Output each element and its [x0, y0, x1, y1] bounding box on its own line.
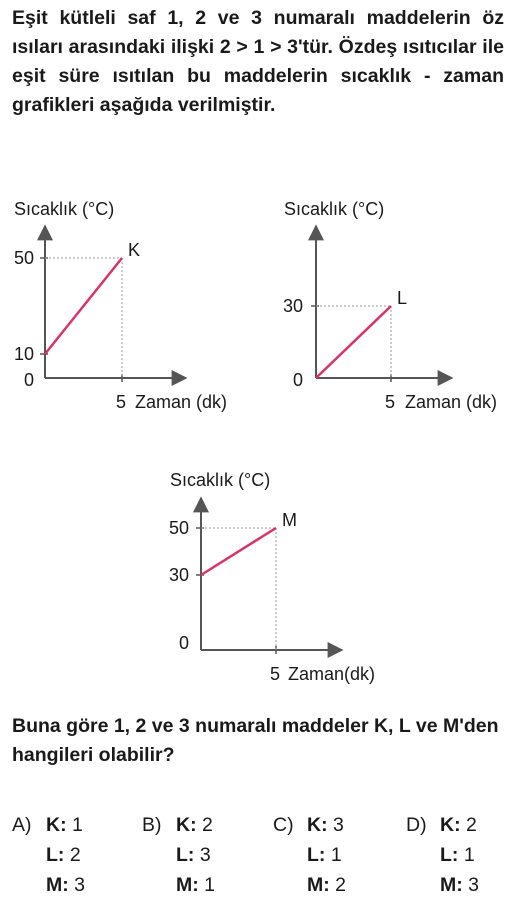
- option-value: 2: [460, 814, 477, 836]
- option-value: 3: [68, 874, 86, 896]
- question-text: Buna göre 1, 2 ve 3 numaralı maddeler K,…: [12, 715, 499, 766]
- option-row: M: 1: [142, 870, 215, 900]
- option-value: 1: [325, 844, 342, 866]
- option-a[interactable]: A) K: 1 L: 2 M: 3: [12, 810, 85, 900]
- option-row: L: 3: [142, 840, 215, 870]
- option-row: D) K: 2: [406, 810, 479, 840]
- option-letter: C): [273, 814, 294, 836]
- series-line: [44, 257, 123, 355]
- option-c[interactable]: C) K: 3 L: 1 M: 2: [273, 810, 346, 900]
- option-value: 1: [66, 814, 83, 836]
- series-name: L: [397, 288, 407, 308]
- series-line: [200, 526, 277, 577]
- chart-k: Sıcaklık (°C) Zaman (dk) 0 5 10 50 K: [14, 199, 227, 412]
- option-row: M: 2: [273, 870, 346, 900]
- option-value: 2: [329, 874, 347, 896]
- x-tick-label: 5: [385, 392, 395, 412]
- option-value: 1: [198, 874, 216, 896]
- option-key: M:: [307, 874, 330, 896]
- option-value: 3: [194, 844, 211, 866]
- option-value: 2: [64, 844, 81, 866]
- x-axis-label: Zaman (dk): [405, 392, 497, 412]
- option-row: B) K: 2: [142, 810, 215, 840]
- option-key: M:: [176, 874, 199, 896]
- y-axis-label: Sıcaklık (°C): [284, 199, 384, 219]
- option-value: 1: [458, 844, 475, 866]
- chart-l: Sıcaklık (°C) Zaman (dk) 0 5 30 L: [283, 199, 497, 412]
- option-d[interactable]: D) K: 2 L: 1 M: 3: [406, 810, 479, 900]
- y-tick-label: 30: [283, 296, 303, 316]
- option-row: L: 1: [406, 840, 479, 870]
- y-tick-label: 30: [169, 565, 189, 585]
- option-key: M:: [440, 874, 463, 896]
- x-tick-label: 5: [270, 664, 280, 684]
- option-value: 2: [196, 814, 213, 836]
- x-tick-label: 5: [116, 392, 126, 412]
- series-name: K: [128, 240, 140, 260]
- y-axis-label: Sıcaklık (°C): [14, 199, 114, 219]
- y-axis-label: Sıcaklık (°C): [170, 470, 270, 490]
- origin-label: 0: [179, 633, 189, 653]
- option-b[interactable]: B) K: 2 L: 3 M: 1: [142, 810, 215, 900]
- series-line: [315, 305, 392, 379]
- option-key: L:: [440, 844, 459, 866]
- option-key: L:: [46, 844, 65, 866]
- series-name: M: [282, 510, 297, 530]
- x-axis-label: Zaman(dk): [288, 664, 375, 684]
- option-key: L:: [176, 844, 195, 866]
- option-row: A) K: 1: [12, 810, 85, 840]
- y-tick-label: 10: [14, 344, 34, 364]
- option-key: L:: [307, 844, 326, 866]
- option-key: K:: [46, 814, 67, 836]
- option-value: 3: [327, 814, 344, 836]
- option-value: 3: [462, 874, 480, 896]
- option-letter: B): [142, 814, 162, 836]
- option-key: K:: [440, 814, 461, 836]
- chart-m: Sıcaklık (°C) Zaman(dk) 0 5 30 50 M: [169, 470, 375, 684]
- origin-label: 0: [293, 370, 303, 390]
- option-letter: A): [12, 814, 32, 836]
- x-axis-label: Zaman (dk): [135, 392, 227, 412]
- y-tick-label: 50: [169, 518, 189, 538]
- intro-text: Eşit kütleli saf 1, 2 ve 3 numaralı madd…: [12, 7, 504, 116]
- option-row: C) K: 3: [273, 810, 346, 840]
- option-row: L: 2: [12, 840, 85, 870]
- option-letter: D): [406, 814, 427, 836]
- option-row: M: 3: [12, 870, 85, 900]
- option-row: L: 1: [273, 840, 346, 870]
- option-key: K:: [307, 814, 328, 836]
- option-key: K:: [176, 814, 197, 836]
- origin-label: 0: [24, 370, 34, 390]
- option-row: M: 3: [406, 870, 479, 900]
- y-tick-label: 50: [14, 248, 34, 268]
- option-key: M:: [46, 874, 69, 896]
